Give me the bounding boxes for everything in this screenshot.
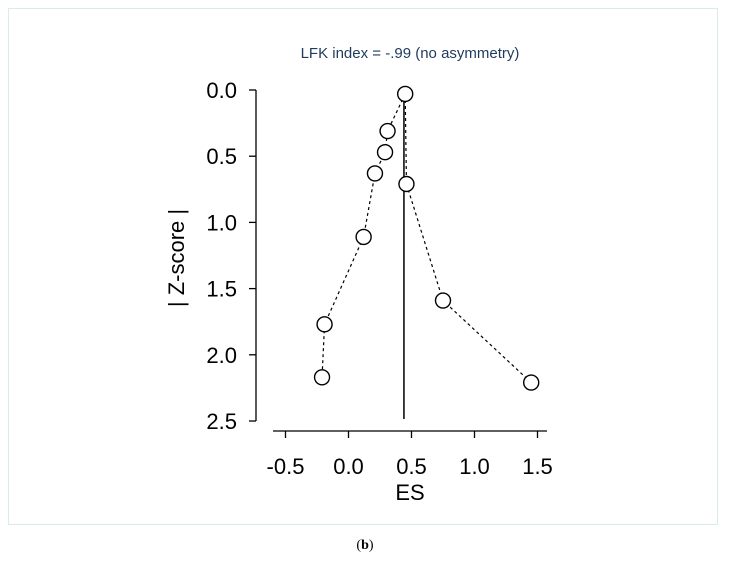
chart-title: LFK index = -.99 (no asymmetry): [301, 45, 520, 62]
data-point: [434, 292, 452, 309]
x-tick-label: 1.5: [522, 454, 553, 479]
caption-label: b: [361, 538, 369, 553]
x-axis-label: ES: [395, 480, 424, 505]
data-point: [355, 228, 372, 246]
data-point: [316, 316, 333, 333]
figure-caption: (b): [0, 538, 730, 554]
y-tick-label: 0.5: [206, 144, 237, 169]
data-point: [376, 144, 394, 161]
connecting-lines: [321, 93, 532, 384]
ticks: 0.0 0.5 1.0 1.5 2.0 2.5 -0.5 0.0 0.5 1.0 1.5: [206, 78, 552, 479]
right-dotted-path: [404, 93, 532, 384]
data-point: [313, 369, 331, 386]
y-tick-label: 1.5: [206, 277, 237, 302]
figure-frame: [8, 8, 718, 525]
data-point: [398, 175, 415, 193]
x-tick-label: 0.0: [333, 454, 364, 479]
x-tick-label: 0.5: [396, 454, 427, 479]
y-tick-label: 2.0: [206, 343, 237, 368]
axes: [255, 90, 547, 432]
data-points: [313, 85, 540, 391]
x-tick-label: 1.0: [459, 454, 490, 479]
data-point: [523, 374, 540, 391]
y-tick-label: 0.0: [206, 78, 237, 103]
caption-close: ): [368, 538, 374, 553]
y-tick-label: 1.0: [206, 210, 237, 235]
y-tick-label: 2.5: [206, 409, 237, 434]
y-axis-label: | Z-score |: [164, 209, 189, 307]
lfk-doi-plot: LFK index = -.99 (no asymmetry) | Z-scor…: [164, 45, 553, 505]
caption-open: (: [356, 538, 362, 553]
data-point: [397, 85, 414, 103]
data-point: [379, 122, 396, 140]
data-point: [366, 165, 384, 182]
x-tick-label: -0.5: [267, 454, 305, 479]
